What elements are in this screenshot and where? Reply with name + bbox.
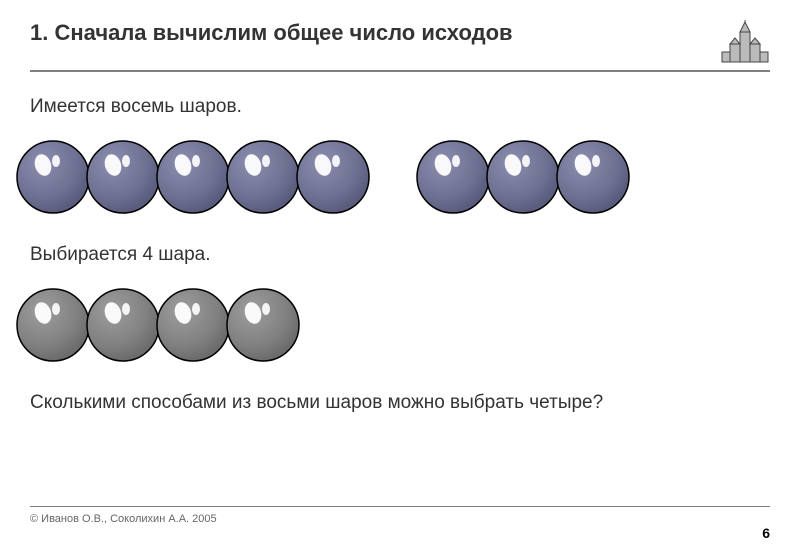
ball (154, 286, 232, 364)
text-question: Сколькими способами из восьми шаров можн… (30, 392, 770, 414)
balls-row-eight (22, 138, 770, 216)
page-number: 6 (762, 525, 770, 541)
ball (84, 138, 162, 216)
ball-group-selected (22, 286, 302, 364)
page-title: 1. Сначала вычислим общее число исходов (30, 20, 513, 58)
ball (14, 286, 92, 364)
ball (14, 138, 92, 216)
text-has-eight-balls: Имеется восемь шаров. (30, 96, 770, 118)
footer-divider (30, 506, 770, 507)
header: 1. Сначала вычислим общее число исходов (30, 20, 770, 70)
msu-building-icon (720, 20, 770, 70)
ball (224, 138, 302, 216)
ball (294, 138, 372, 216)
ball (84, 286, 162, 364)
ball (154, 138, 232, 216)
copyright: © Иванов О.В., Соколихин А.А. 2005 (30, 513, 217, 525)
balls-row-four (22, 286, 770, 364)
ball (414, 138, 492, 216)
ball-group-1 (22, 138, 372, 216)
ball (224, 286, 302, 364)
ball (554, 138, 632, 216)
text-select-four: Выбирается 4 шара. (30, 244, 770, 266)
ball-group-2 (422, 138, 632, 216)
ball (484, 138, 562, 216)
title-divider (30, 70, 770, 72)
